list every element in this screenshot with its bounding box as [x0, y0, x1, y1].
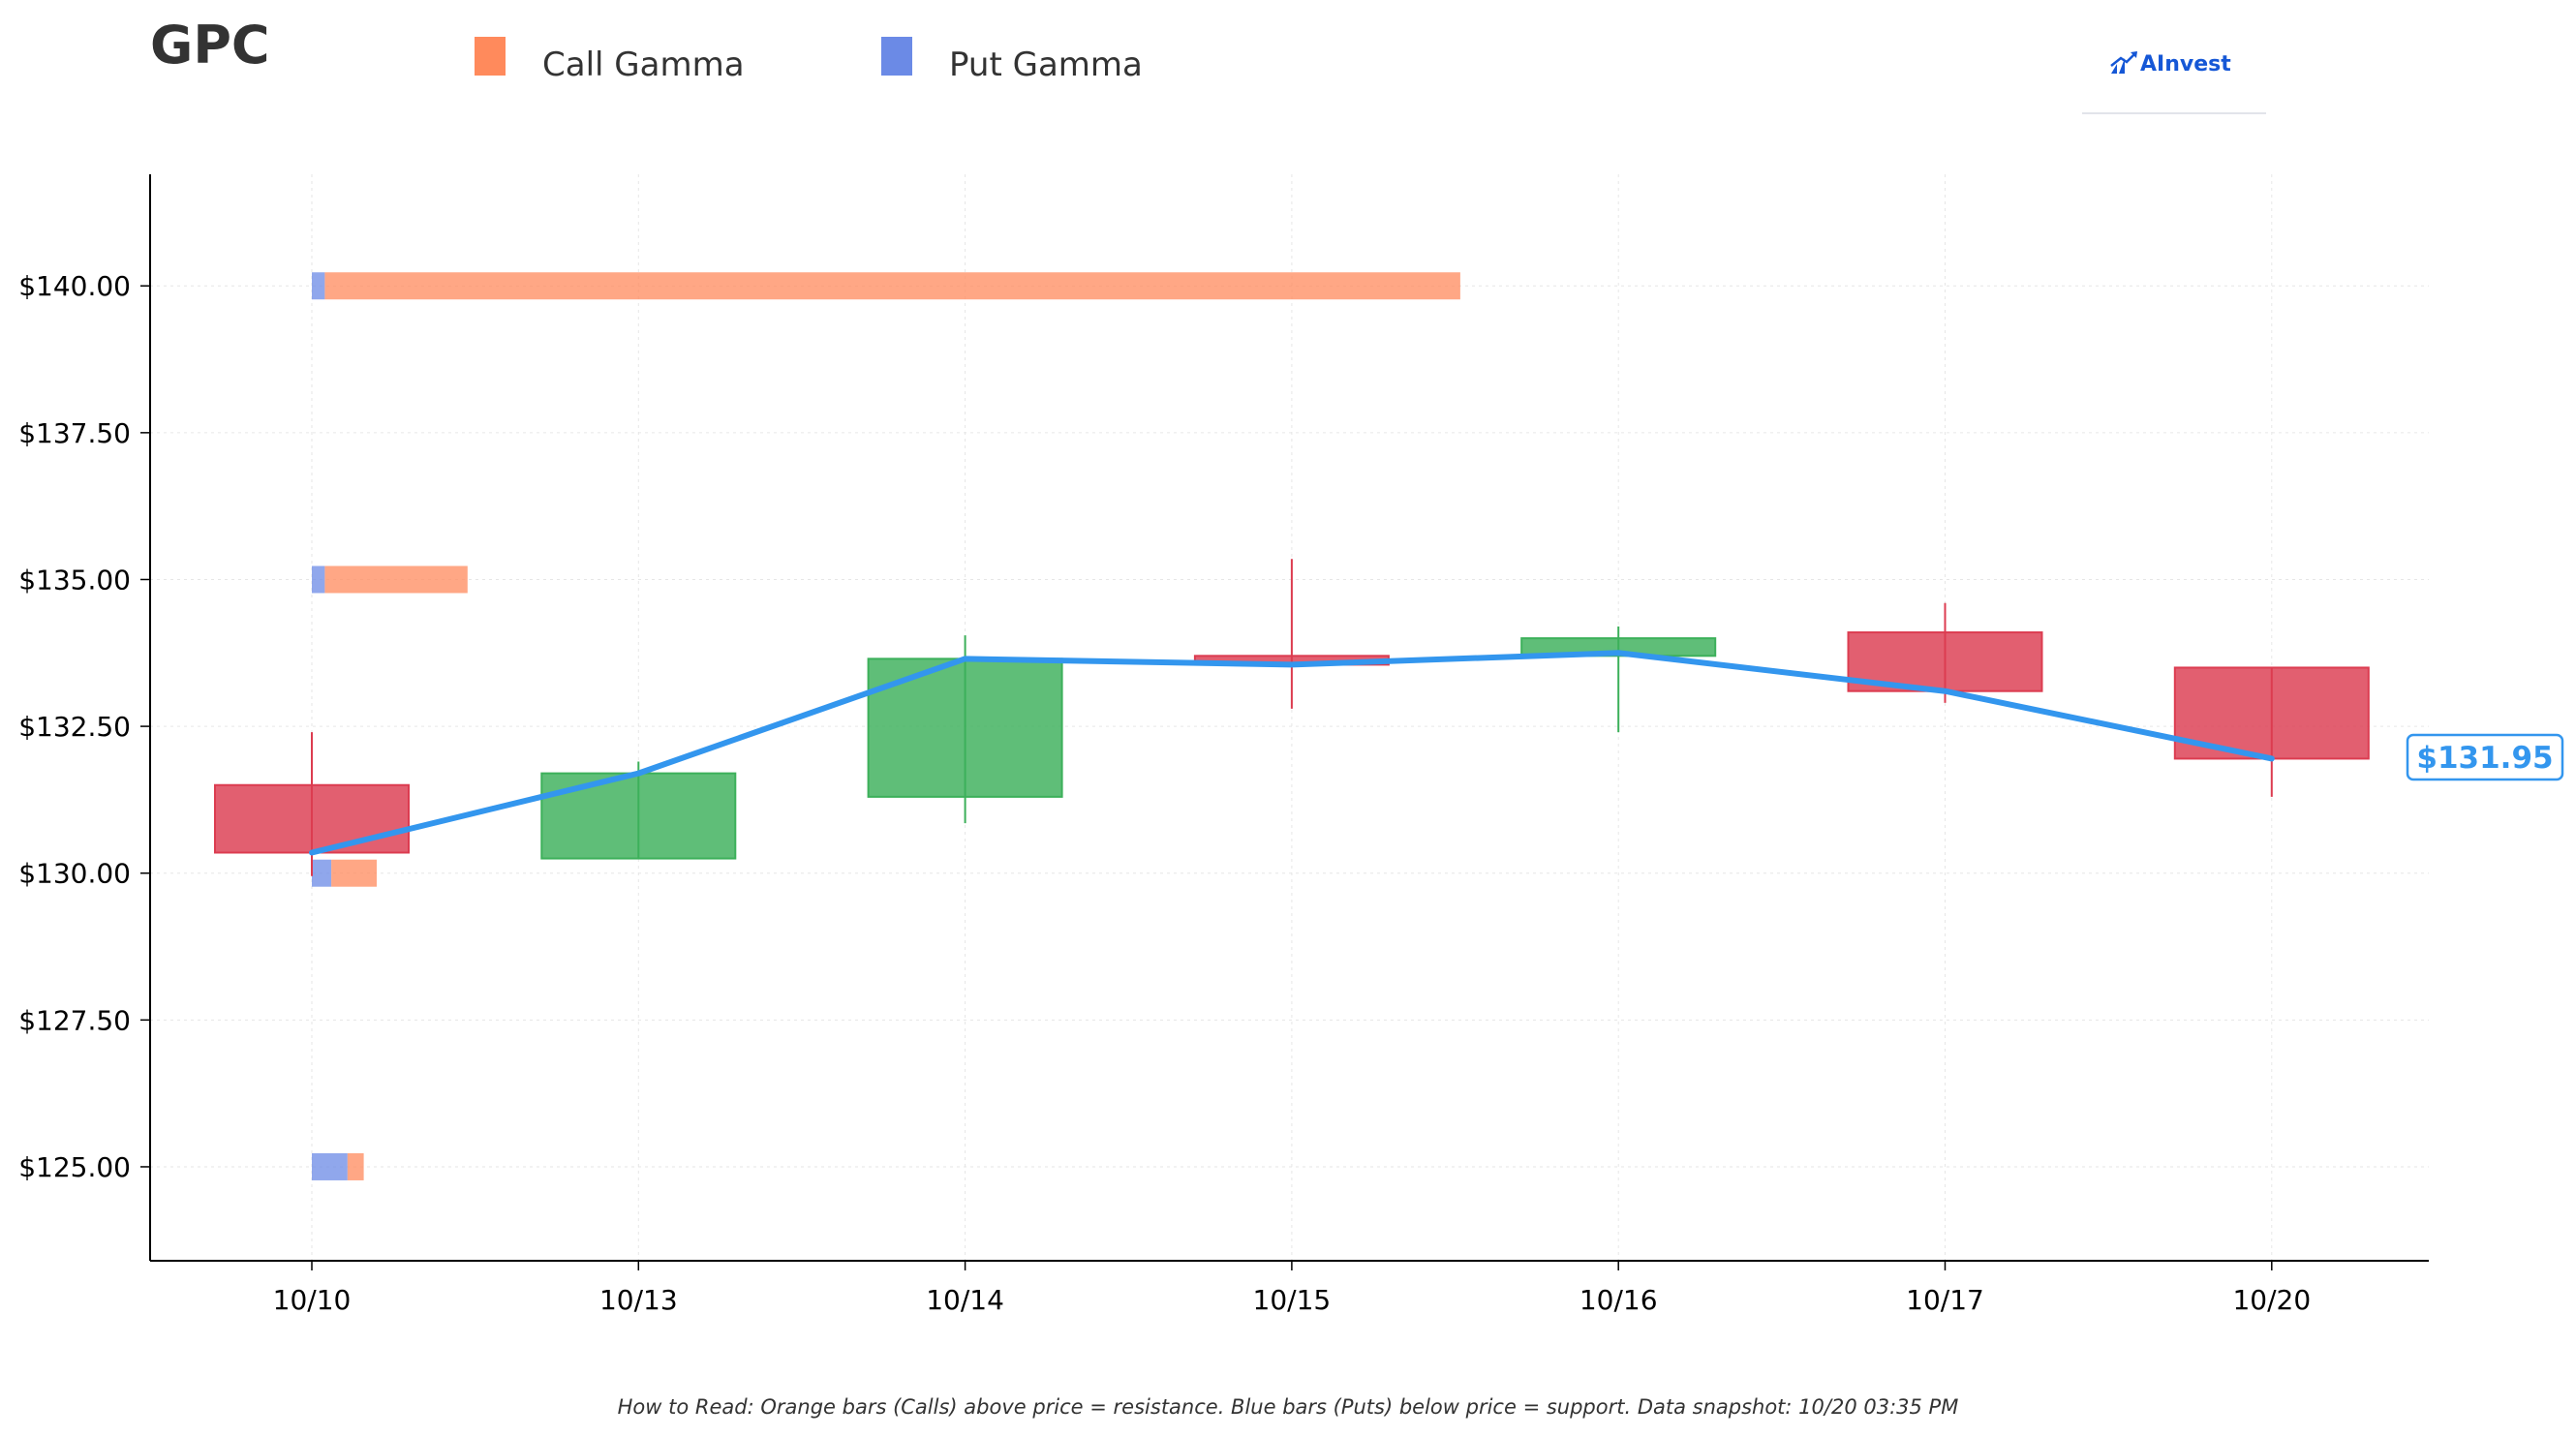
y-tick-label: $125.00	[18, 1151, 131, 1183]
x-tick-label: 10/10	[273, 1284, 352, 1316]
put-gamma-bar	[312, 272, 325, 300]
x-tick-label: 10/16	[1579, 1284, 1658, 1316]
footnote: How to Read: Orange bars (Calls) above p…	[618, 1395, 1959, 1419]
brand-logo: AInvest	[2082, 43, 2266, 114]
x-tick-label: 10/20	[2232, 1284, 2311, 1316]
axes: $125.00 $127.50 $130.00 $132.50 $135.00 $137.…	[18, 174, 2429, 1316]
chart-arrow-icon	[2110, 51, 2137, 74]
y-tick-label: $127.50	[18, 1004, 131, 1036]
x-tick-label: 10/13	[599, 1284, 678, 1316]
candle-body	[540, 772, 737, 860]
close-price-line	[309, 650, 2275, 856]
x-tick-label: 10/15	[1253, 1284, 1332, 1316]
call-gamma-bar	[347, 1152, 364, 1180]
legend-call-label: Call Gamma	[542, 46, 745, 84]
current-price-label: $131.95	[2416, 741, 2553, 776]
y-tick-label: $132.50	[18, 711, 131, 743]
candle-body	[1520, 637, 1717, 657]
y-tick-label: $137.50	[18, 417, 131, 449]
call-gamma-bar	[324, 272, 1460, 300]
y-tick-label: $130.00	[18, 858, 131, 890]
legend-call-swatch	[475, 37, 506, 76]
chart-title: GPC	[150, 15, 270, 76]
close-line	[309, 650, 2275, 856]
legend-put-swatch	[881, 37, 912, 76]
y-tick-label: $140.00	[18, 270, 131, 302]
gamma-bars	[312, 272, 1460, 1180]
brand-name: AInvest	[2140, 52, 2231, 76]
x-tick-label: 10/17	[1906, 1284, 1984, 1316]
y-tick-label: $135.00	[18, 564, 131, 596]
put-gamma-bar	[312, 566, 325, 594]
call-gamma-bar	[331, 859, 377, 887]
current-price-box	[2406, 733, 2564, 781]
legend: Call Gamma Put Gamma	[475, 37, 1143, 84]
candles	[214, 559, 2370, 876]
put-gamma-bar	[312, 1152, 348, 1180]
put-gamma-bar	[312, 859, 332, 887]
candle-body	[214, 783, 410, 854]
candle-body	[2173, 666, 2370, 760]
current-price-callout: $131.95	[2406, 733, 2564, 781]
legend-put-label: Put Gamma	[949, 46, 1143, 84]
call-gamma-bar	[324, 566, 468, 594]
x-tick-label: 10/14	[926, 1284, 1004, 1316]
